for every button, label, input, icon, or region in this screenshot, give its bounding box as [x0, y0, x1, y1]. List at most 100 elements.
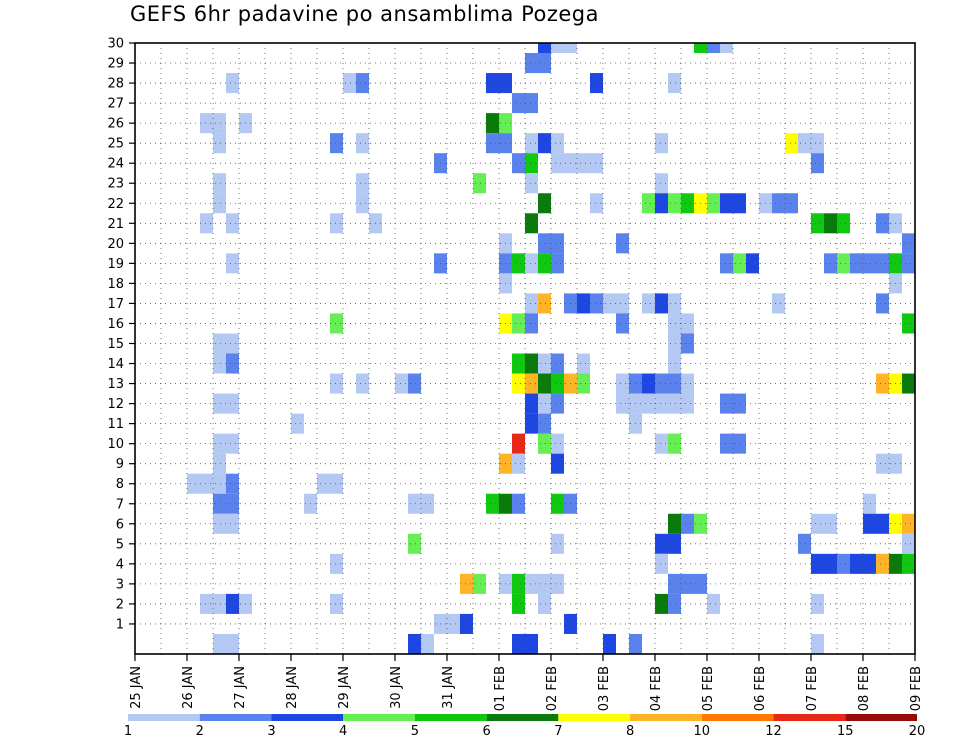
heatmap-cell [655, 173, 668, 194]
heatmap-cell [447, 613, 460, 634]
heatmap-cell [512, 373, 525, 394]
heatmap-cell [577, 293, 590, 314]
heatmap-cell [356, 373, 369, 394]
heatmap-cell [902, 373, 915, 394]
heatmap-cell [681, 573, 694, 594]
heatmap-cell [902, 313, 915, 334]
heatmap-cell [655, 593, 668, 614]
heatmap-cell [538, 293, 551, 314]
legend-label: 5 [411, 724, 419, 739]
heatmap-cell [720, 433, 733, 454]
heatmap-cell [512, 573, 525, 594]
heatmap-cell [720, 43, 733, 54]
heatmap-cell [226, 593, 239, 614]
x-tick-label: 06 FEB [753, 666, 768, 711]
heatmap-cell [603, 633, 616, 654]
legend-label: 8 [626, 724, 634, 739]
heatmap-cell [681, 193, 694, 214]
y-tick-label: 25 [107, 137, 124, 152]
y-tick-label: 24 [107, 157, 124, 172]
x-tick-label: 28 JAN [285, 666, 300, 709]
heatmap-cell [408, 633, 421, 654]
heatmap-cell [551, 153, 564, 174]
heatmap-cell [226, 353, 239, 374]
heatmap-cell [551, 373, 564, 394]
heatmap-cell [629, 633, 642, 654]
heatmap-cell [226, 433, 239, 454]
heatmap-cell [733, 393, 746, 414]
heatmap-cell [551, 253, 564, 274]
legend-label: 12 [765, 724, 782, 739]
heatmap-cell [655, 553, 668, 574]
x-tick-label: 27 JAN [233, 666, 248, 709]
heatmap-cell [902, 553, 915, 574]
y-tick-label: 23 [107, 177, 124, 192]
heatmap-cell [538, 53, 551, 74]
heatmap-cell [213, 633, 226, 654]
legend-swatch [773, 714, 846, 721]
heatmap-cell [200, 113, 213, 134]
heatmap-cell [668, 433, 681, 454]
heatmap-cell [876, 553, 889, 574]
y-tick-label: 4 [116, 557, 124, 572]
heatmap-cell [837, 553, 850, 574]
heatmap-cell [720, 193, 733, 214]
heatmap-cell [811, 133, 824, 154]
heatmap-cell [876, 513, 889, 534]
heatmap-cell [603, 293, 616, 314]
heatmap-cell [213, 113, 226, 134]
heatmap-cell [356, 133, 369, 154]
heatmap-cell [525, 293, 538, 314]
heatmap-cell [356, 173, 369, 194]
heatmap-cell [798, 133, 811, 154]
heatmap-cell [551, 533, 564, 554]
plot-frame [134, 42, 916, 655]
heatmap-cell [200, 593, 213, 614]
heatmap-cell [876, 373, 889, 394]
heatmap-cell [551, 133, 564, 154]
heatmap-cell [525, 213, 538, 234]
heatmap-cell [226, 73, 239, 94]
heatmap-cell [876, 213, 889, 234]
heatmap-cell [330, 593, 343, 614]
heatmap-cell [811, 213, 824, 234]
heatmap-cell [551, 453, 564, 474]
heatmap-cell [902, 253, 915, 274]
heatmap-cell [681, 313, 694, 334]
heatmap-cell [460, 613, 473, 634]
heatmap-cell [512, 313, 525, 334]
legend-label: 4 [339, 724, 347, 739]
legend-label: 7 [554, 724, 562, 739]
heatmap-cell [733, 253, 746, 274]
heatmap-cell [525, 393, 538, 414]
heatmap-cell [512, 93, 525, 114]
heatmap-cell [668, 573, 681, 594]
heatmap-cell [798, 533, 811, 554]
heatmap-cell [642, 393, 655, 414]
heatmap-cell [746, 253, 759, 274]
heatmap-cell [538, 353, 551, 374]
heatmap-cell [395, 373, 408, 394]
heatmap-cell [408, 533, 421, 554]
heatmap-cell [408, 493, 421, 514]
heatmap-cell [538, 233, 551, 254]
legend-swatch [199, 714, 272, 721]
heatmap-cell [707, 593, 720, 614]
heatmap-cell [707, 193, 720, 214]
heatmap-cell [564, 43, 577, 54]
heatmap-cell [811, 153, 824, 174]
y-tick-label: 19 [107, 257, 124, 272]
y-tick-label: 1 [116, 617, 124, 632]
heatmap-cell [681, 333, 694, 354]
heatmap-cell [551, 393, 564, 414]
heatmap-cell [213, 513, 226, 534]
heatmap-cell [668, 513, 681, 534]
heatmap-cell [356, 73, 369, 94]
x-tick-label: 30 JAN [389, 666, 404, 709]
heatmap-cell [668, 373, 681, 394]
y-tick-label: 3 [116, 577, 124, 592]
x-tick-label: 25 JAN [129, 666, 144, 709]
heatmap-cell [590, 153, 603, 174]
heatmap-cell [291, 413, 304, 434]
heatmap-cell [512, 433, 525, 454]
